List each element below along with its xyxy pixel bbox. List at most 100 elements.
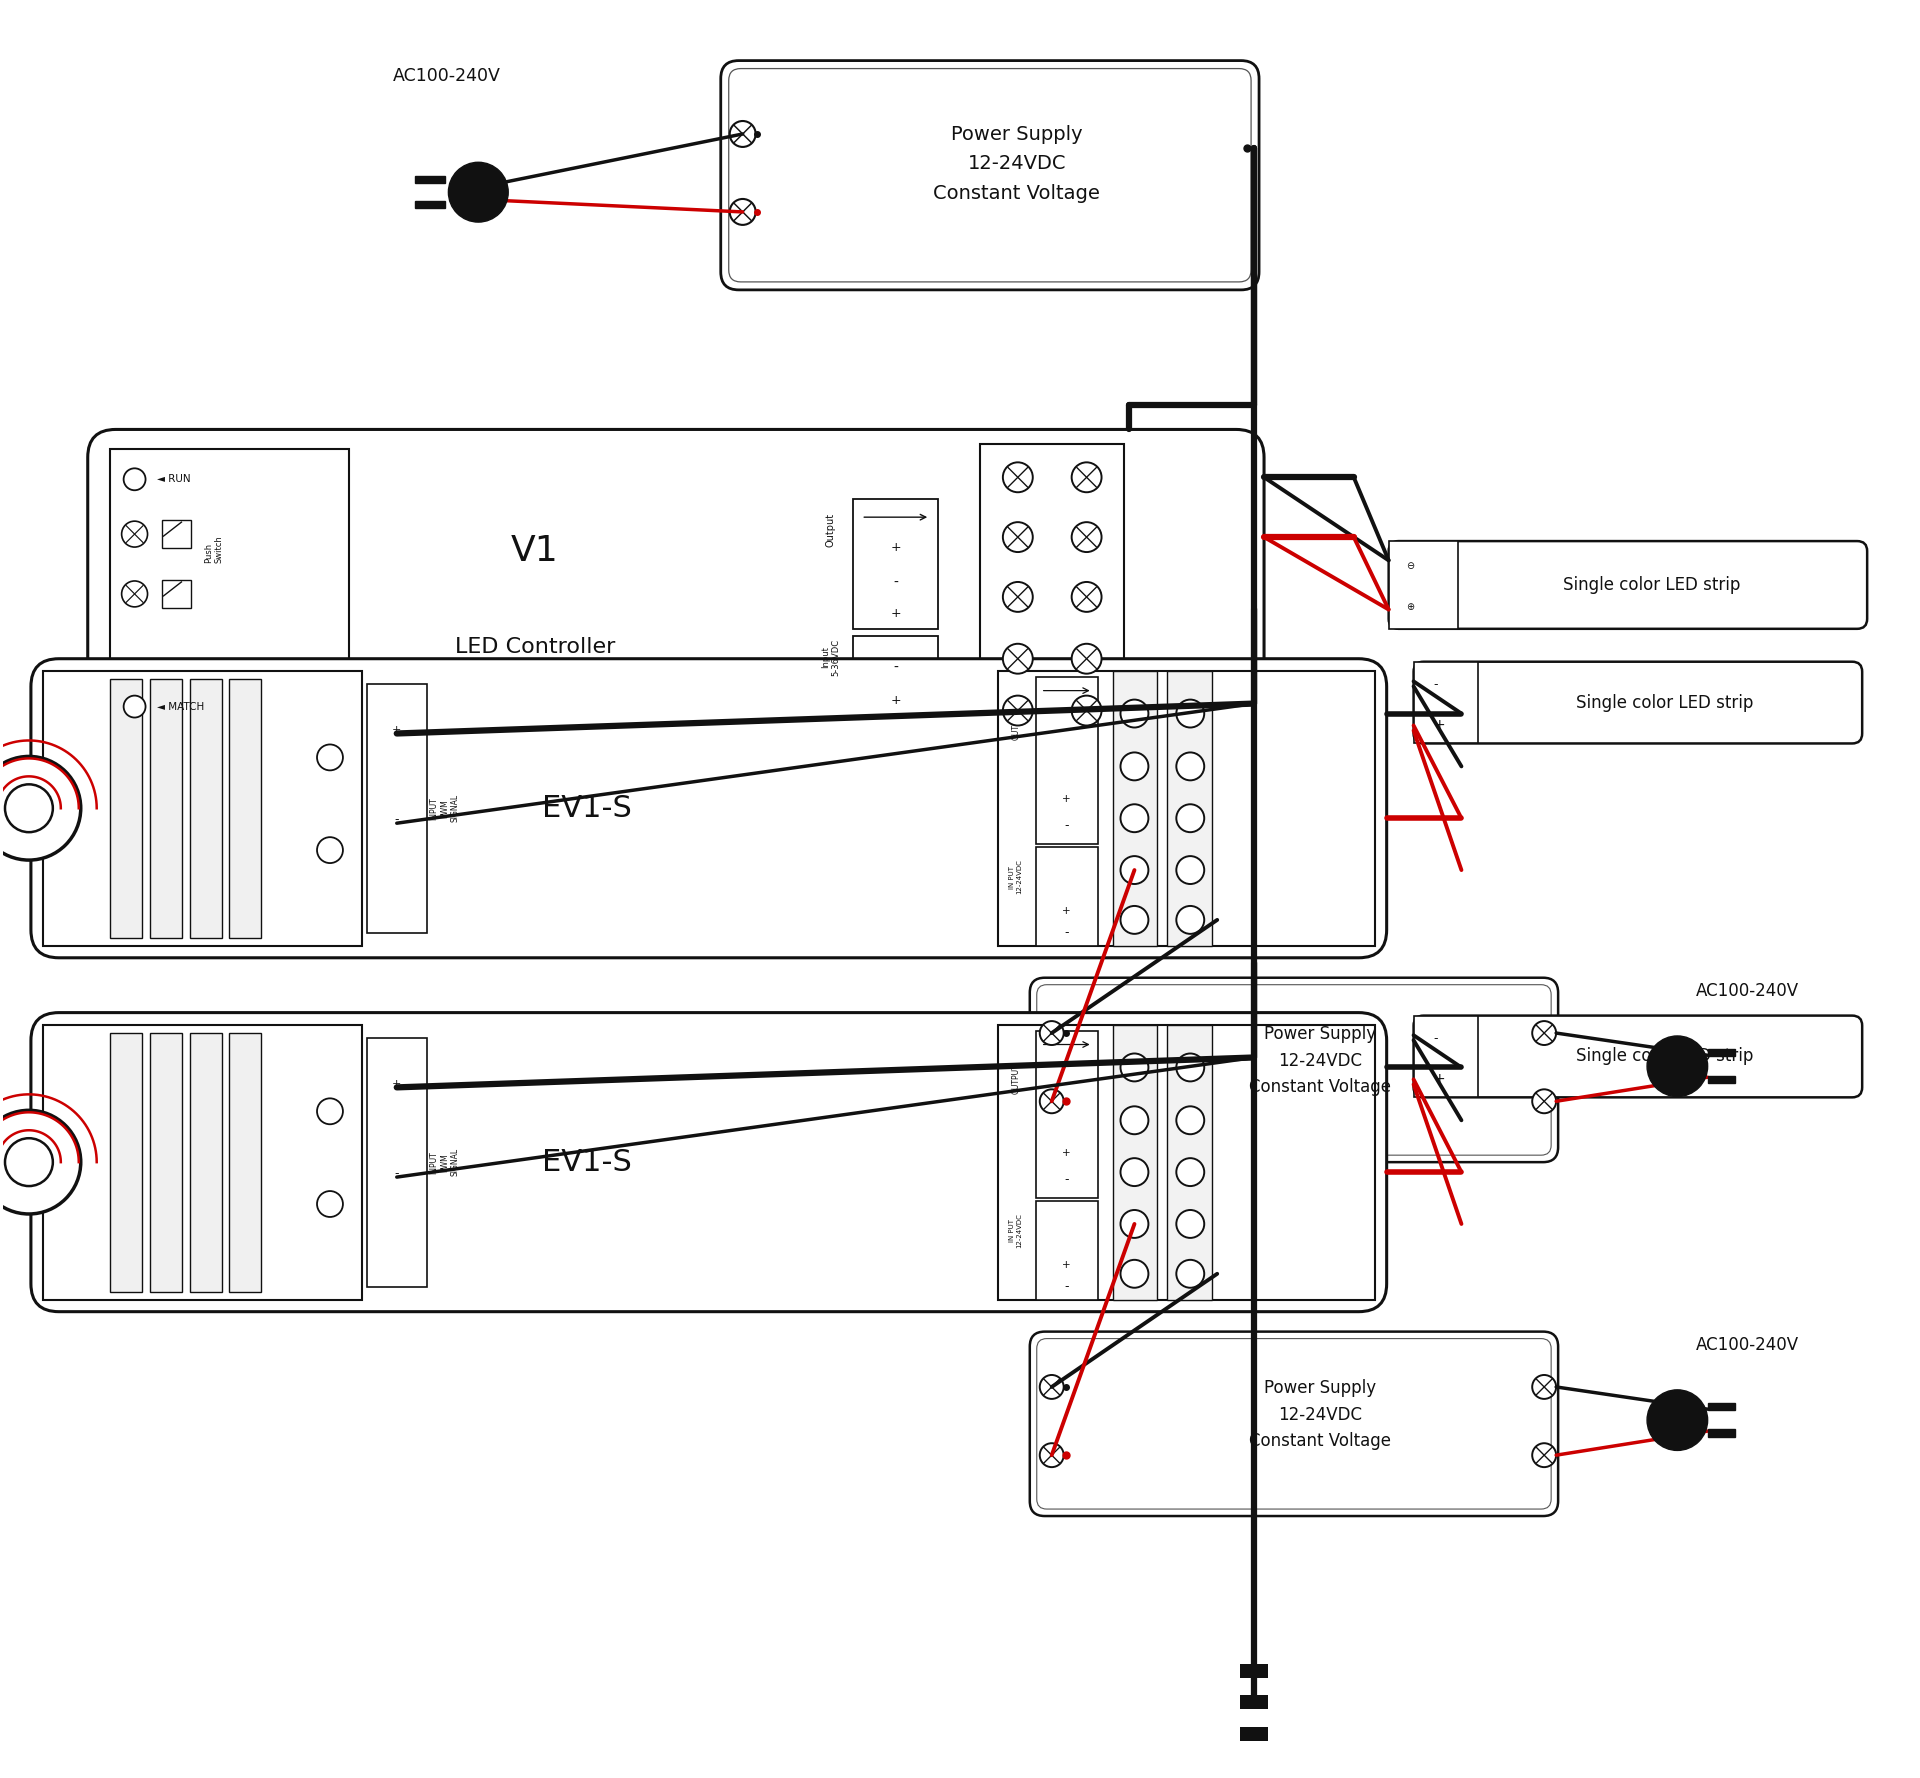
Bar: [1240, 1696, 1267, 1709]
Text: LED Controller: LED Controller: [455, 637, 614, 656]
Circle shape: [1121, 1106, 1148, 1134]
Text: OUTPUT: OUTPUT: [1012, 709, 1020, 740]
Circle shape: [1121, 699, 1148, 727]
Circle shape: [1071, 695, 1102, 725]
Bar: [1167, 1024, 1212, 1300]
Circle shape: [1071, 462, 1102, 493]
Circle shape: [1071, 581, 1102, 612]
Bar: [1707, 1430, 1736, 1437]
Text: +: +: [1062, 1261, 1071, 1269]
Bar: [1413, 1015, 1478, 1097]
Bar: [1413, 661, 1478, 743]
Circle shape: [123, 695, 146, 718]
Text: AC100-240V: AC100-240V: [1695, 983, 1799, 1001]
Circle shape: [1177, 752, 1204, 781]
Bar: [1035, 846, 1098, 946]
Text: Single color LED strip: Single color LED strip: [1576, 1047, 1753, 1065]
Circle shape: [317, 745, 344, 770]
Text: EV1-S: EV1-S: [541, 793, 632, 823]
Text: Output: Output: [826, 514, 835, 548]
Text: -: -: [394, 1166, 399, 1181]
Bar: [998, 670, 1375, 946]
Circle shape: [121, 521, 148, 548]
Bar: [109, 1033, 142, 1293]
Text: AC100-240V: AC100-240V: [394, 66, 501, 85]
Bar: [1240, 1664, 1267, 1677]
Text: -: -: [1064, 1173, 1069, 1186]
Bar: [852, 500, 939, 629]
Bar: [150, 679, 182, 937]
Text: AC100-240V: AC100-240V: [1695, 1337, 1799, 1355]
Circle shape: [1177, 699, 1204, 727]
Bar: [190, 679, 221, 937]
Bar: [1707, 1403, 1736, 1410]
Text: +: +: [1062, 795, 1071, 804]
Text: +: +: [392, 725, 401, 736]
Text: -: -: [394, 813, 399, 827]
Bar: [1035, 1031, 1098, 1198]
Text: ◄ RUN: ◄ RUN: [157, 475, 190, 484]
Text: +: +: [1062, 1149, 1071, 1157]
Text: -: -: [893, 576, 899, 590]
Circle shape: [1002, 695, 1033, 725]
Text: Power Supply
12-24VDC
Constant Voltage: Power Supply 12-24VDC Constant Voltage: [933, 124, 1100, 203]
Text: +: +: [392, 1079, 401, 1090]
Bar: [998, 1024, 1375, 1300]
Circle shape: [1041, 1021, 1064, 1045]
Circle shape: [1177, 907, 1204, 933]
Bar: [415, 201, 445, 208]
Circle shape: [1177, 1261, 1204, 1287]
Bar: [1112, 670, 1158, 946]
Bar: [852, 637, 939, 734]
FancyBboxPatch shape: [1037, 985, 1551, 1156]
Bar: [1035, 1200, 1098, 1300]
Circle shape: [730, 121, 756, 148]
Text: ⊕: ⊕: [1407, 603, 1415, 612]
Text: IN PUT
12-24VDC: IN PUT 12-24VDC: [1010, 859, 1021, 894]
Bar: [1388, 541, 1459, 629]
Text: +: +: [891, 693, 900, 706]
Text: ⊖: ⊖: [1407, 560, 1415, 571]
FancyBboxPatch shape: [31, 658, 1386, 958]
Text: Power Supply
12-24VDC
Constant Voltage: Power Supply 12-24VDC Constant Voltage: [1250, 1026, 1392, 1095]
Bar: [367, 1038, 426, 1287]
Bar: [230, 1033, 261, 1293]
Circle shape: [1071, 523, 1102, 551]
Circle shape: [1002, 581, 1033, 612]
Circle shape: [1121, 804, 1148, 832]
Bar: [1707, 1076, 1736, 1083]
Circle shape: [1002, 462, 1033, 493]
Text: -: -: [1064, 926, 1069, 939]
Circle shape: [0, 1109, 81, 1214]
FancyBboxPatch shape: [1037, 1339, 1551, 1510]
Circle shape: [1532, 1374, 1555, 1399]
Bar: [42, 670, 361, 946]
Bar: [1240, 1728, 1267, 1741]
Circle shape: [317, 1191, 344, 1216]
Circle shape: [1647, 1037, 1707, 1097]
Circle shape: [1177, 1211, 1204, 1237]
Circle shape: [1121, 1211, 1148, 1237]
Circle shape: [1532, 1444, 1555, 1467]
Text: INPUT
PWM
SIGNAL: INPUT PWM SIGNAL: [430, 1149, 459, 1177]
Text: Single color LED strip: Single color LED strip: [1563, 576, 1741, 594]
Bar: [42, 1024, 361, 1300]
Bar: [367, 685, 426, 933]
FancyBboxPatch shape: [720, 60, 1260, 290]
Circle shape: [1121, 1261, 1148, 1287]
Circle shape: [1121, 1157, 1148, 1186]
Circle shape: [1647, 1390, 1707, 1451]
Text: +: +: [1062, 907, 1071, 916]
Circle shape: [317, 1099, 344, 1124]
Circle shape: [1121, 752, 1148, 781]
Circle shape: [1041, 1090, 1064, 1113]
Text: V1: V1: [511, 533, 559, 569]
Circle shape: [121, 581, 148, 606]
Bar: [1112, 1024, 1158, 1300]
Circle shape: [1177, 1054, 1204, 1081]
Circle shape: [1071, 644, 1102, 674]
Bar: [161, 521, 192, 548]
Circle shape: [1002, 644, 1033, 674]
Text: Single color LED strip: Single color LED strip: [1576, 693, 1753, 711]
Circle shape: [1177, 804, 1204, 832]
